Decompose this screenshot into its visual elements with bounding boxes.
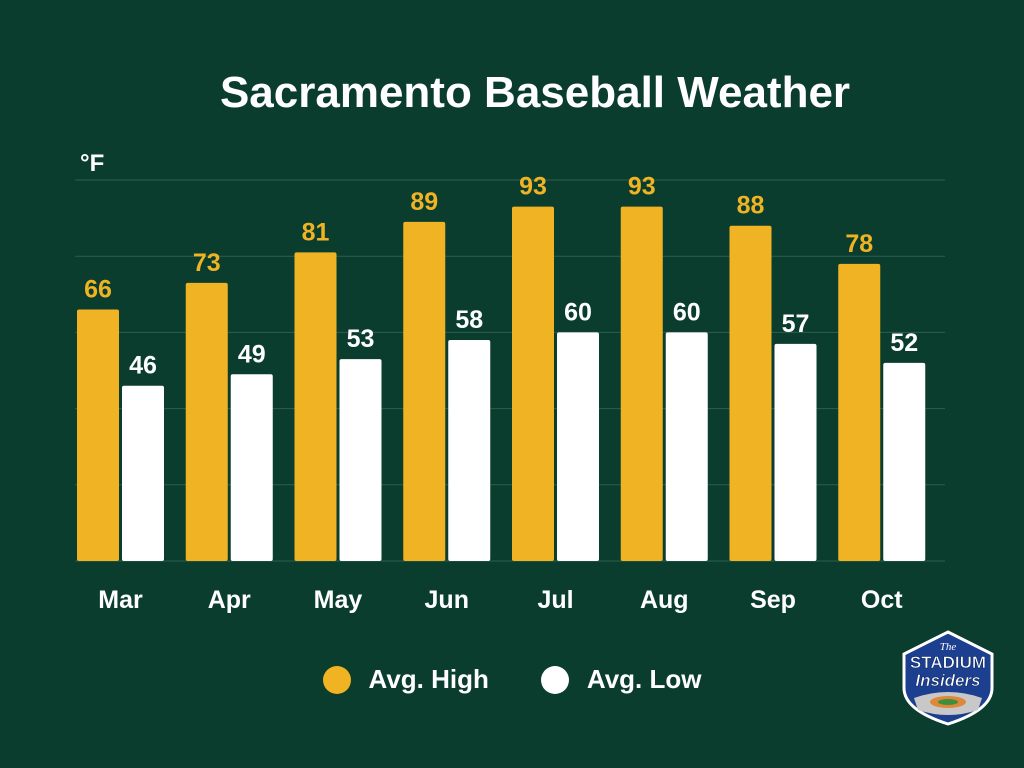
value-label-low-jul: 60 bbox=[564, 298, 592, 326]
value-label-low-apr: 49 bbox=[238, 340, 266, 368]
x-tick-apr: Apr bbox=[208, 586, 251, 614]
chart-title: Sacramento Baseball Weather bbox=[219, 68, 851, 117]
value-label-high-jun: 89 bbox=[410, 188, 438, 216]
legend-label-low: Avg. Low bbox=[586, 664, 702, 694]
value-labels: 66 46 73 49 81 53 89 58 93 60 93 60 88 57 78 52 bbox=[84, 173, 918, 380]
legend-item-low: Avg. Low bbox=[540, 664, 702, 695]
x-tick-sep: Sep bbox=[750, 586, 796, 614]
legend-item-high: Avg. High bbox=[322, 664, 489, 695]
x-tick-oct: Oct bbox=[861, 586, 903, 614]
logo-insiders-text: Insiders bbox=[915, 671, 980, 690]
bar-avg-low-apr bbox=[230, 374, 273, 561]
bar-avg-high-may bbox=[294, 252, 337, 561]
bar-avg-high-jun bbox=[403, 221, 446, 561]
value-label-high-sep: 88 bbox=[737, 192, 765, 220]
value-label-high-aug: 93 bbox=[628, 173, 656, 201]
value-label-low-sep: 57 bbox=[782, 310, 810, 338]
bar-avg-low-may bbox=[339, 359, 382, 561]
logo-the-text: The bbox=[940, 641, 957, 653]
stadium-insiders-logo: The STADIUM Insiders bbox=[902, 630, 994, 726]
bar-avg-high-aug bbox=[620, 206, 663, 562]
value-label-low-jun: 58 bbox=[455, 306, 483, 334]
bars bbox=[77, 206, 926, 562]
bar-avg-high-oct bbox=[838, 263, 881, 561]
legend-swatch-high bbox=[322, 665, 351, 694]
bar-avg-high-sep bbox=[729, 225, 772, 561]
bar-avg-high-mar bbox=[77, 309, 119, 561]
bar-avg-high-jul bbox=[512, 206, 554, 562]
value-label-high-jul: 93 bbox=[519, 173, 547, 201]
legend-label-high: Avg. High bbox=[368, 664, 489, 694]
legend-swatch-low bbox=[540, 665, 569, 694]
value-label-low-oct: 52 bbox=[890, 329, 918, 357]
x-tick-mar: Mar bbox=[98, 586, 143, 614]
bar-avg-low-jun bbox=[448, 340, 491, 561]
bar-avg-high-apr bbox=[185, 282, 228, 561]
bar-avg-low-oct bbox=[883, 362, 926, 561]
x-tick-may: May bbox=[314, 586, 363, 614]
bar-avg-low-jul bbox=[557, 332, 599, 561]
value-label-low-aug: 60 bbox=[673, 298, 701, 326]
logo-stadium-text: STADIUM bbox=[910, 653, 986, 672]
value-label-high-oct: 78 bbox=[845, 230, 873, 258]
value-label-high-mar: 66 bbox=[84, 276, 112, 304]
bar-avg-low-sep bbox=[774, 343, 817, 561]
y-axis-unit-label: °F bbox=[80, 150, 105, 177]
bar-avg-low-mar bbox=[122, 385, 164, 561]
x-tick-jun: Jun bbox=[425, 586, 469, 614]
value-label-low-may: 53 bbox=[347, 325, 375, 353]
value-label-low-mar: 46 bbox=[129, 352, 157, 380]
x-tick-aug: Aug bbox=[640, 586, 689, 614]
value-label-high-may: 81 bbox=[302, 218, 330, 246]
x-tick-jul: Jul bbox=[537, 586, 573, 614]
value-label-high-apr: 73 bbox=[193, 249, 221, 277]
x-tick-labels: Mar Apr May Jun Jul Aug Sep Oct bbox=[98, 586, 903, 614]
legend: Avg. High Avg. Low bbox=[0, 664, 1024, 695]
bar-avg-low-aug bbox=[665, 332, 708, 561]
